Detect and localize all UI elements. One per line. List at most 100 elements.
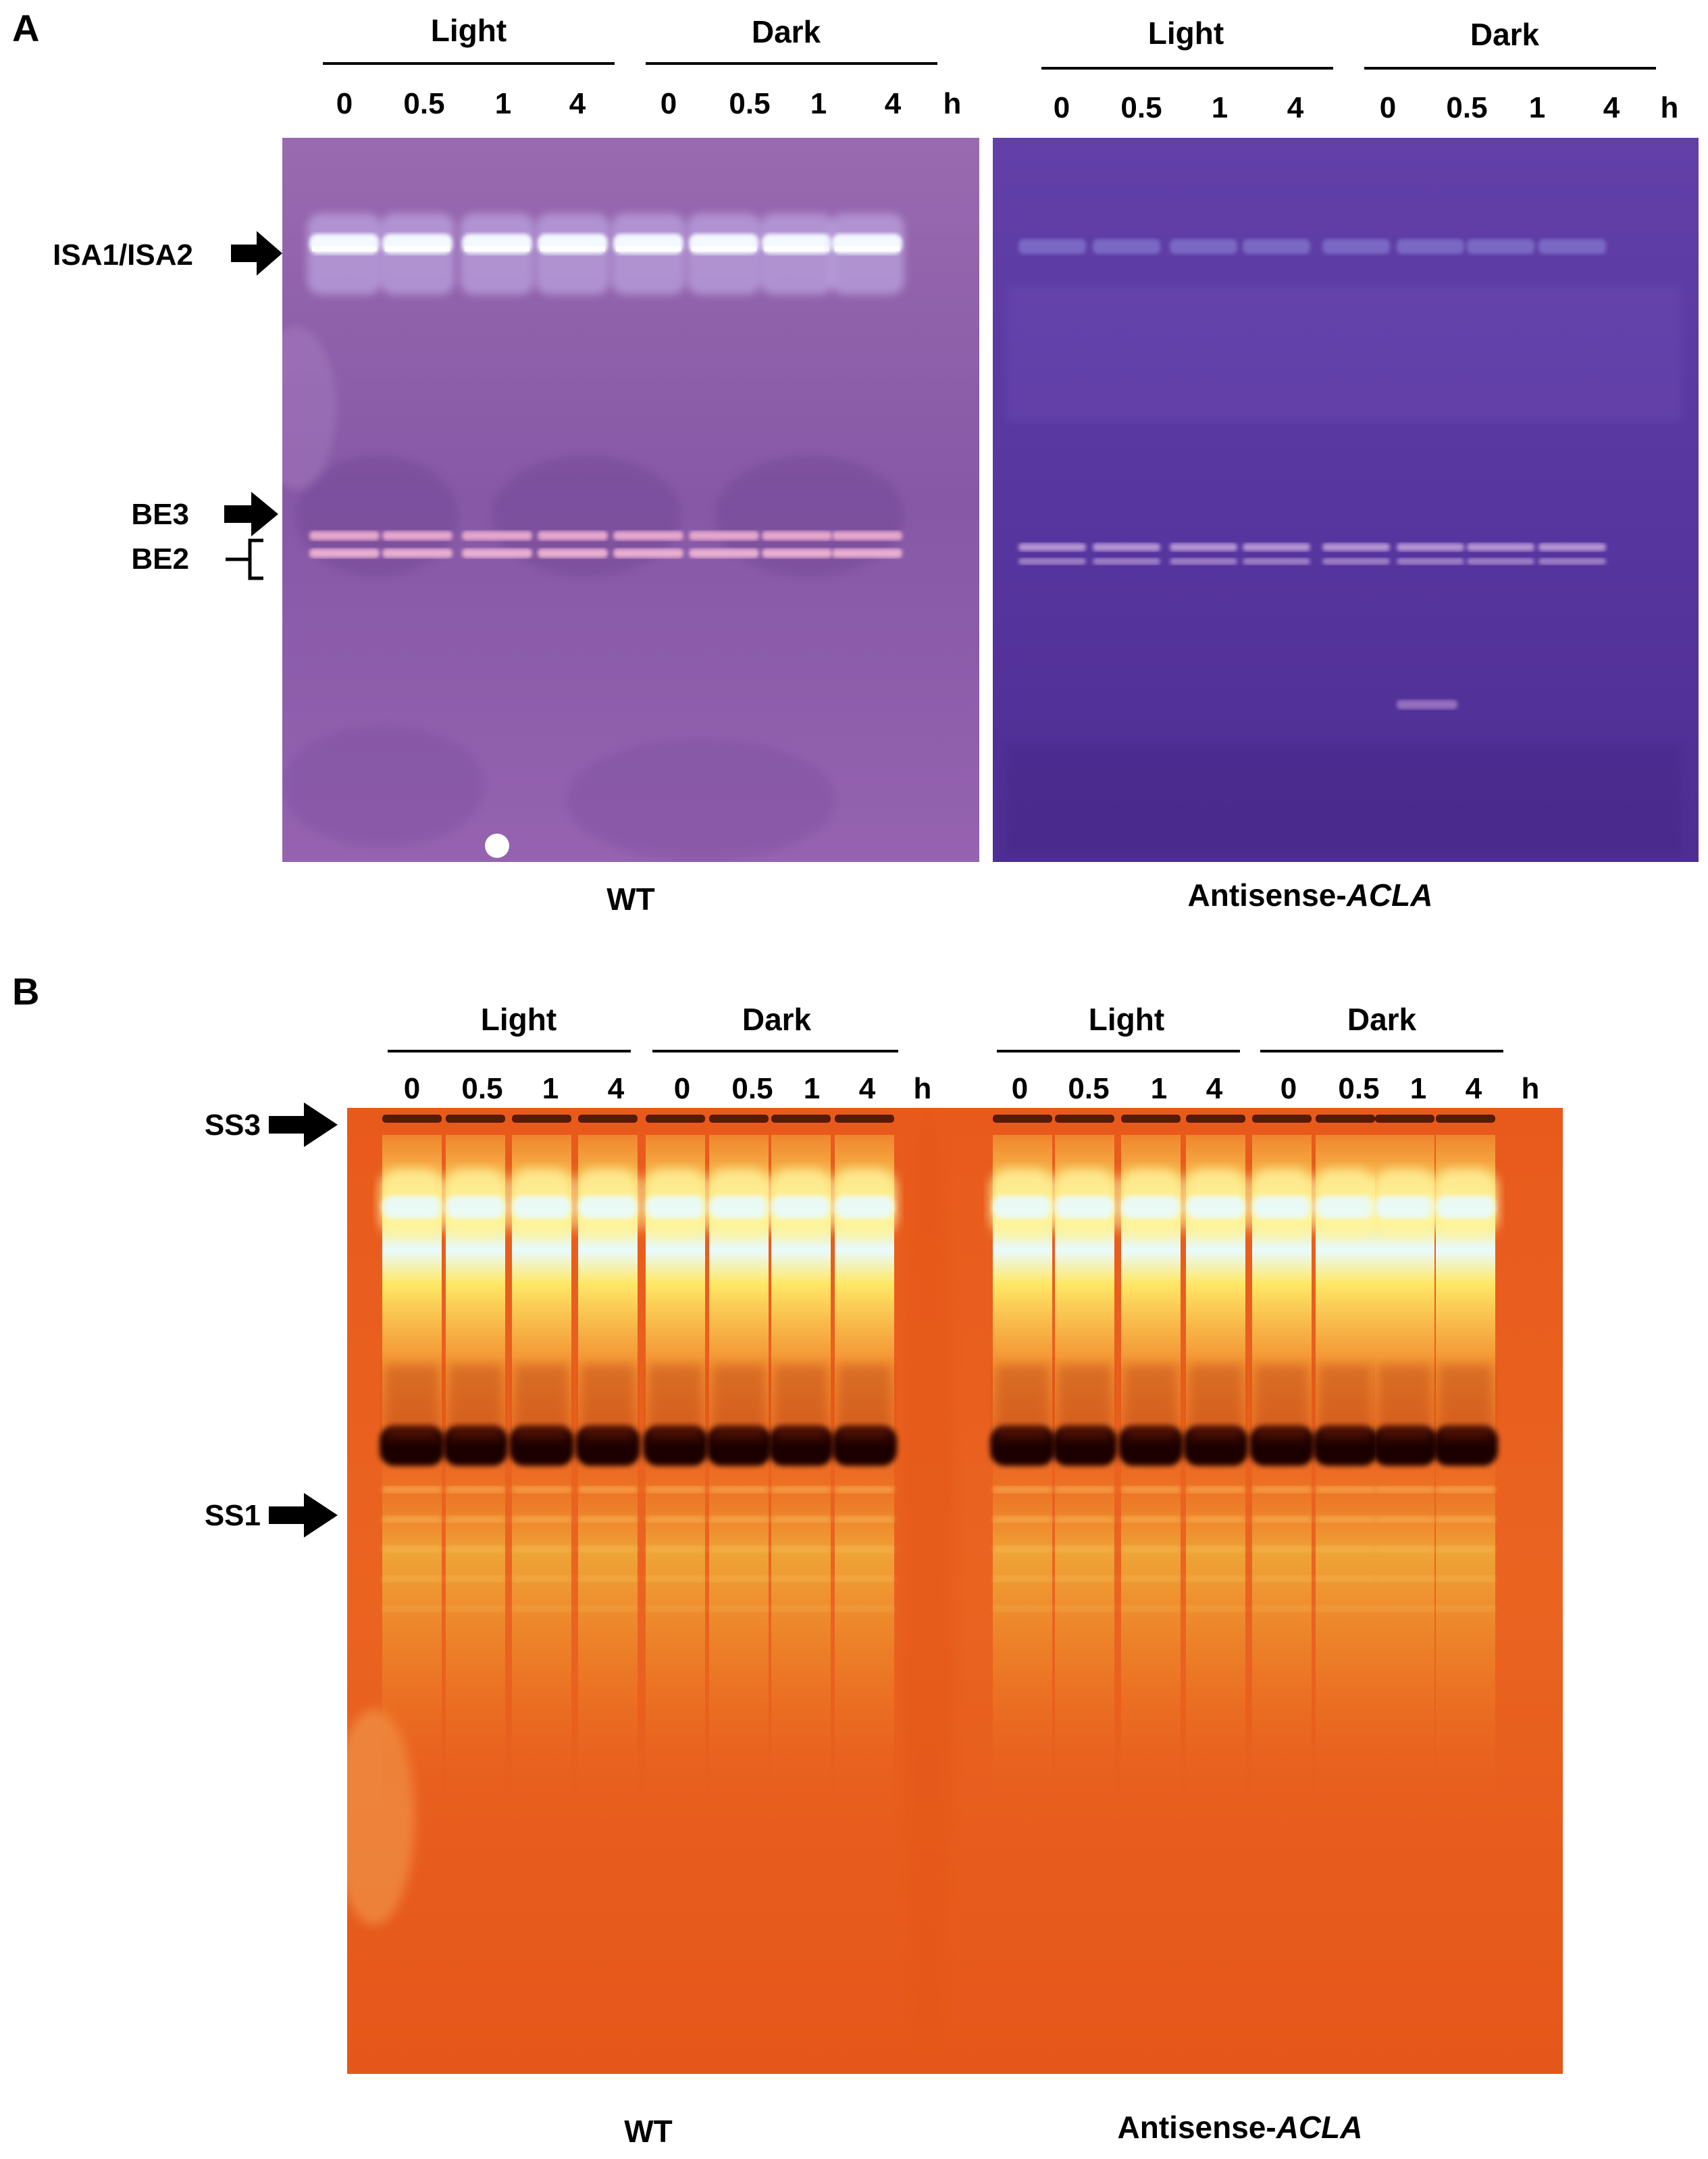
gel-b-lane — [1052, 1115, 1117, 1810]
gel-b1-group-light-rule — [388, 1050, 631, 1052]
gel-b1-lane-label: 0.5 — [461, 1072, 503, 1105]
gel-a1-group-dark-label: Dark — [751, 14, 821, 49]
gel-b-lane — [1249, 1115, 1314, 1810]
gel-b2-lane-label: 4 — [1465, 1072, 1482, 1105]
gel-b1-lane-label: 0.5 — [731, 1072, 773, 1105]
band-label-ss1: SS1 — [204, 1499, 261, 1532]
gel-b2-lane-label: 0 — [1280, 1072, 1297, 1105]
gel-b2-lane-label: 0.5 — [1068, 1072, 1110, 1105]
gel-b-antisense-sample-label: Antisense-ACLA — [1117, 2110, 1363, 2145]
gel-b-lane — [769, 1115, 833, 1810]
gel-a2-lane-label: 1 — [1211, 91, 1228, 124]
gel-b-lane — [1372, 1115, 1437, 1810]
gel-a-antisense-lane — [1170, 239, 1237, 254]
gel-a-antisense-sample-label: Antisense-ACLA — [1187, 878, 1433, 913]
arrow-ss1-icon — [269, 1493, 338, 1538]
gel-a1-unit-label: h — [943, 87, 962, 120]
gel-a2-lane-label: 1 — [1528, 91, 1546, 124]
gel-b2-group-dark-rule — [1260, 1050, 1503, 1052]
gel-b2-group-light-label: Light — [1088, 1002, 1165, 1037]
gel-a-wt-sample-label: WT — [606, 882, 655, 917]
gel-b2-group-dark-label: Dark — [1347, 1002, 1417, 1037]
gel-a1-group-light-rule — [323, 62, 615, 65]
gel-b2-lane-label: 0 — [1011, 1072, 1029, 1105]
gel-a2-lane-label: 0 — [1053, 91, 1070, 124]
gel-b-lane — [706, 1115, 771, 1810]
gel-a-wt-be-band — [832, 531, 902, 558]
gel-a-wt-be-band — [309, 531, 380, 558]
gel-b-wt-sample-label: WT — [624, 2114, 673, 2149]
gel-a-antisense-be-band — [1093, 543, 1160, 565]
gel-b1-lane-label: 4 — [607, 1072, 625, 1105]
gel-a-antisense-be-band — [1170, 543, 1237, 565]
gel-b-lane — [1313, 1115, 1378, 1810]
band-label-be2: BE2 — [131, 542, 189, 576]
gel-a2-lane-label: 4 — [1603, 91, 1620, 124]
gel-a-wt-be-band — [689, 531, 759, 558]
gel-b1-group-light-label: Light — [480, 1002, 557, 1037]
gel-a-wt-lane — [460, 213, 534, 295]
band-label-be3: BE3 — [131, 498, 189, 531]
gel-a-antisense-lane — [1538, 239, 1606, 254]
gel-a-antisense-lane — [1018, 239, 1086, 254]
gel-b1-lane-label: 0 — [403, 1072, 421, 1105]
gel-a-antisense-lane — [1322, 239, 1390, 254]
gel-a1-lane-label: 4 — [569, 87, 586, 120]
gel-a1-group-light-label: Light — [430, 13, 507, 48]
gel-a-wt — [282, 138, 979, 862]
gel-a-antisense-lane — [1243, 239, 1310, 254]
gel-a-wt-lane — [611, 213, 685, 295]
gel-b-lane — [1118, 1115, 1183, 1810]
bracket-be2-icon — [226, 538, 263, 580]
gel-a-antisense-be-band — [1322, 543, 1390, 565]
gel-a2-group-dark-label: Dark — [1470, 17, 1540, 52]
gel-a-wt-lane — [536, 213, 610, 295]
gel-a-wt-be-band — [462, 531, 532, 558]
gel-b1-group-dark-rule — [652, 1050, 898, 1052]
gel-b-lane — [443, 1115, 508, 1810]
gel-a1-lane-label: 1 — [494, 87, 512, 120]
gel-b2-lane-label: 1 — [1150, 1072, 1168, 1105]
gel-a-antisense-be-band — [1397, 543, 1464, 565]
gel-b2-lane-label: 4 — [1206, 1072, 1223, 1105]
gel-b-lane — [990, 1115, 1055, 1810]
gel-a1-lane-label: 4 — [884, 87, 902, 120]
gel-b-lane — [1183, 1115, 1248, 1810]
arrow-isa-icon — [231, 231, 282, 276]
gel-b-lane — [380, 1115, 444, 1810]
gel-b1-unit-label: h — [913, 1072, 932, 1105]
gel-b — [347, 1108, 1563, 2074]
gel-b2-group-light-rule — [997, 1050, 1240, 1052]
gel-a-antisense-lane — [1467, 239, 1534, 254]
gel-a2-lane-label: 4 — [1287, 91, 1304, 124]
gel-b1-lane-label: 4 — [858, 1072, 876, 1105]
gel-b2-unit-label: h — [1521, 1072, 1540, 1105]
gel-a-antisense-lane — [1093, 239, 1160, 254]
gel-a-antisense-extra-band — [1397, 700, 1457, 709]
gel-a2-lane-label: 0 — [1379, 91, 1397, 124]
gel-b2-lane-label: 1 — [1409, 1072, 1427, 1105]
arrow-be3-icon — [224, 492, 278, 536]
gel-b1-lane-label: 0 — [673, 1072, 691, 1105]
gel-a-wt-be-band — [613, 531, 683, 558]
band-label-ss3: SS3 — [204, 1109, 261, 1142]
gel-b1-group-dark-label: Dark — [742, 1002, 812, 1037]
gel-a-wt-be-band — [538, 531, 608, 558]
gel-a2-lane-label: 0.5 — [1120, 91, 1162, 124]
gel-a-wt-bubble — [485, 834, 509, 858]
gel-a-wt-lane — [760, 213, 834, 295]
gel-b1-lane-label: 1 — [542, 1072, 559, 1105]
arrow-ss3-icon — [269, 1102, 338, 1147]
gel-a-wt-lane — [830, 213, 904, 295]
gel-b-lane — [1433, 1115, 1498, 1810]
gel-a1-lane-label: 0 — [336, 87, 353, 120]
gel-a-antisense-be-band — [1018, 543, 1086, 565]
gel-a1-lane-label: 0.5 — [403, 87, 445, 120]
gel-a-antisense-be-band — [1467, 543, 1534, 565]
gel-a2-lane-label: 0.5 — [1446, 91, 1488, 124]
gel-a-wt-lane — [307, 213, 382, 295]
gel-a1-lane-label: 0 — [660, 87, 677, 120]
gel-b-lane — [575, 1115, 640, 1810]
gel-a-antisense-be-band — [1538, 543, 1606, 565]
gel-a-antisense-lane — [1397, 239, 1464, 254]
